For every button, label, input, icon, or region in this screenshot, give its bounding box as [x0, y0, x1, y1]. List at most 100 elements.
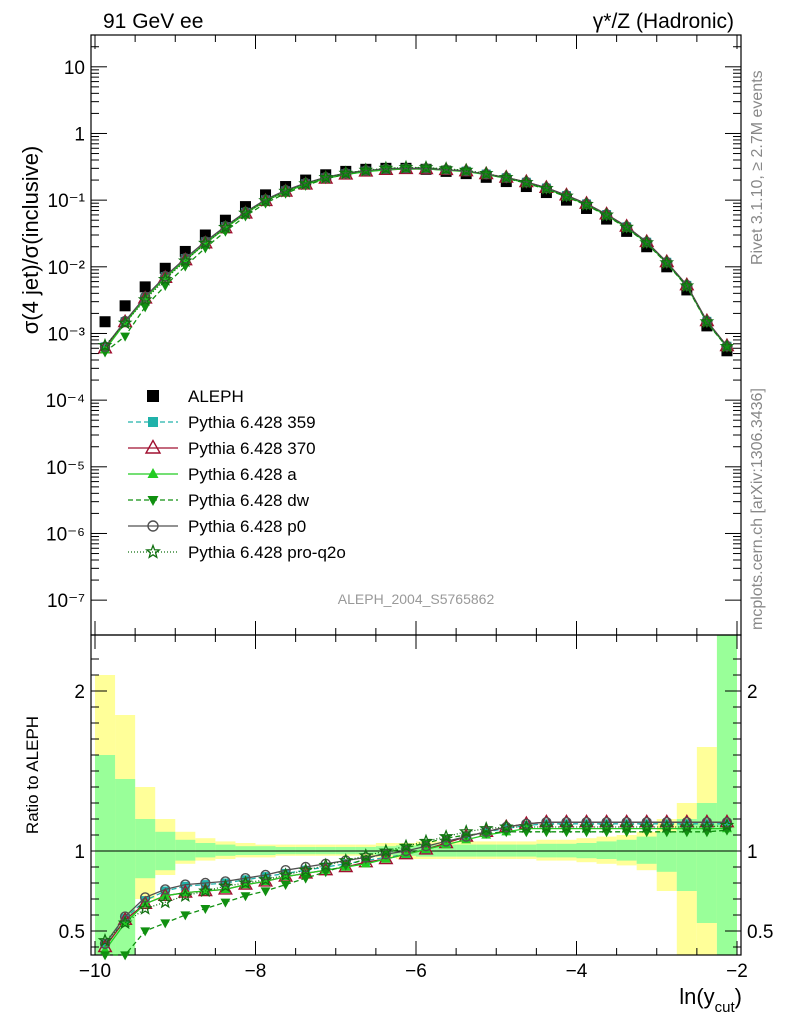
band-green	[696, 803, 717, 923]
series-point-pythia-6-428-pro-q2o	[619, 219, 634, 234]
legend-marker-pythia-6-428-359	[148, 417, 158, 427]
series-point-pythia-6-428-p0	[440, 164, 452, 175]
series-point-pythia-6-428-pro-q2o	[318, 169, 334, 184]
series-point-pythia-6-428-pro-q2o	[218, 219, 233, 234]
ratio-line-pythia-6-428-p0	[104, 821, 727, 945]
ratio-point-pythia-6-428-p0	[681, 817, 693, 828]
ratio-point-pythia-6-428-pro-q2o	[639, 819, 655, 834]
series-line-pythia-6-428-370	[104, 168, 728, 349]
ratio-tick-label: 2	[74, 682, 85, 703]
ratio-point-pythia-6-428-pro-q2o	[679, 819, 695, 834]
series-point-pythia-6-428-pro-q2o	[539, 180, 554, 195]
ratio-point-pythia-6-428-dw	[280, 881, 291, 890]
ratio-point-pythia-6-428-pro-q2o	[539, 819, 554, 834]
ratio-point-pythia-6-428-pro-q2o	[478, 820, 494, 835]
aleph-point	[159, 262, 171, 274]
mcplots-label: mcplots.cern.ch [arXiv:1306.3436]	[749, 388, 766, 630]
ratio-point-pythia-6-428-pro-q2o	[559, 819, 574, 834]
ratio-tick-label: 1	[74, 842, 85, 863]
y-tick-label: 10	[64, 58, 85, 79]
series-point-pythia-6-428-pro-q2o	[278, 183, 293, 198]
ratio-point-pythia-6-428-p0	[300, 861, 311, 873]
ratio-point-pythia-6-428-dw	[320, 868, 331, 878]
ratio-point-pythia-6-428-pro-q2o	[659, 819, 675, 834]
legend-label-pythia-6-428-359: Pythia 6.428 359	[188, 413, 316, 432]
ratio-point-pythia-6-428-p0	[160, 884, 171, 895]
series-point-pythia-6-428-pro-q2o	[699, 314, 715, 329]
ratio-point-pythia-6-428-p0	[400, 845, 412, 857]
ratio-point-pythia-6-428-pro-q2o	[338, 852, 354, 867]
series-point-pythia-6-428-pro-q2o	[298, 176, 313, 191]
series-point-pythia-6-428-p0	[160, 271, 171, 282]
ratio-point-pythia-6-428-p0	[380, 849, 392, 860]
series-point-pythia-6-428-dw	[621, 224, 632, 234]
x-axis-label-main: ln(y	[679, 984, 714, 1009]
legend-label-pythia-6-428-dw: Pythia 6.428 dw	[188, 491, 310, 510]
band-green	[636, 836, 657, 864]
ratio-tick-label-right: 2	[747, 682, 758, 703]
y-tick-label: 1	[74, 124, 85, 145]
series-point-pythia-6-428-dw	[661, 259, 672, 269]
series-line-pythia-6-428-dw	[104, 167, 728, 353]
series-point-pythia-6-428-dw	[140, 303, 151, 313]
legend-label-pythia-6-428-pro-q2o: Pythia 6.428 pro-q2o	[188, 543, 346, 562]
series-point-pythia-6-428-pro-q2o	[97, 337, 113, 352]
band-green	[215, 844, 236, 856]
series-point-pythia-6-428-pro-q2o	[458, 162, 474, 177]
series-point-pythia-6-428-pro-q2o	[238, 205, 253, 220]
ratio-point-pythia-6-428-pro-q2o	[519, 819, 534, 834]
band-green	[135, 819, 156, 879]
legend-label-pythia-6-428-370: Pythia 6.428 370	[188, 439, 316, 458]
series-point-pythia-6-428-pro-q2o	[559, 188, 574, 203]
series-point-pythia-6-428-pro-q2o	[258, 192, 273, 207]
ratio-point-pythia-6-428-pro-q2o	[218, 878, 233, 893]
series-point-pythia-6-428-pro-q2o	[117, 315, 133, 330]
ratio-point-pythia-6-428-dw	[260, 887, 271, 897]
ratio-point-pythia-6-428-pro-q2o	[699, 819, 715, 834]
ratio-point-pythia-6-428-p0	[280, 865, 291, 876]
ratio-point-pythia-6-428-pro-q2o	[318, 857, 334, 872]
y-tick-label: 10⁻⁴	[46, 391, 85, 412]
ratio-point-pythia-6-428-pro-q2o	[97, 932, 113, 947]
aleph-point	[119, 300, 131, 312]
series-point-pythia-6-428-dw	[641, 239, 652, 249]
band-green	[195, 843, 216, 858]
ratio-point-pythia-6-428-dw	[120, 951, 131, 961]
ratio-tick-label-right: 1	[747, 842, 758, 863]
bottom-y-axis-label: Ratio to ALEPH	[23, 716, 42, 834]
x-axis-label-sub: cut	[715, 999, 736, 1016]
series-point-pythia-6-428-dw	[481, 170, 492, 180]
series-point-pythia-6-428-pro-q2o	[498, 169, 514, 184]
ratio-point-pythia-6-428-pro-q2o	[599, 819, 614, 834]
ratio-point-pythia-6-428-pro-q2o	[418, 833, 434, 848]
band-green	[676, 819, 697, 891]
ratio-point-pythia-6-428-pro-q2o	[117, 915, 133, 930]
legend-marker-pythia-6-428-370	[144, 439, 162, 454]
x-tick-label: −4	[566, 961, 588, 982]
ratio-point-pythia-6-428-p0	[220, 876, 231, 887]
legend-label-pythia-6-428-p0: Pythia 6.428 p0	[188, 517, 306, 536]
ratio-point-pythia-6-428-p0	[200, 877, 211, 889]
ratio-point-pythia-6-428-pro-q2o	[137, 900, 153, 915]
series-point-pythia-6-428-pro-q2o	[358, 162, 374, 177]
ratio-point-pythia-6-428-pro-q2o	[398, 838, 414, 853]
ratio-point-pythia-6-428-p0	[581, 817, 592, 828]
band-green	[616, 839, 637, 861]
series-point-pythia-6-428-p0	[380, 163, 392, 175]
series-point-pythia-6-428-dw	[120, 332, 131, 342]
series-point-pythia-6-428-pro-q2o	[719, 338, 735, 353]
legend-marker-pythia-6-428-dw	[147, 496, 159, 506]
series-point-pythia-6-428-pro-q2o	[398, 159, 414, 174]
legend-marker-pythia-6-428-p0	[147, 520, 159, 532]
ratio-point-pythia-6-428-370	[177, 884, 193, 898]
series-point-pythia-6-428-p0	[99, 341, 111, 353]
band-green	[716, 635, 737, 955]
y-tick-label: 10⁻⁶	[46, 524, 85, 545]
top-y-axis-label: σ(4 jet)/σ(inclusive)	[18, 146, 43, 335]
ratio-point-pythia-6-428-pro-q2o	[278, 867, 293, 882]
band-green	[175, 839, 196, 861]
series-point-pythia-6-428-pro-q2o	[599, 207, 614, 222]
ratio-point-pythia-6-428-pro-q2o	[198, 883, 213, 898]
aleph-point	[139, 281, 151, 293]
ratio-point-pythia-6-428-pro-q2o	[458, 824, 474, 838]
